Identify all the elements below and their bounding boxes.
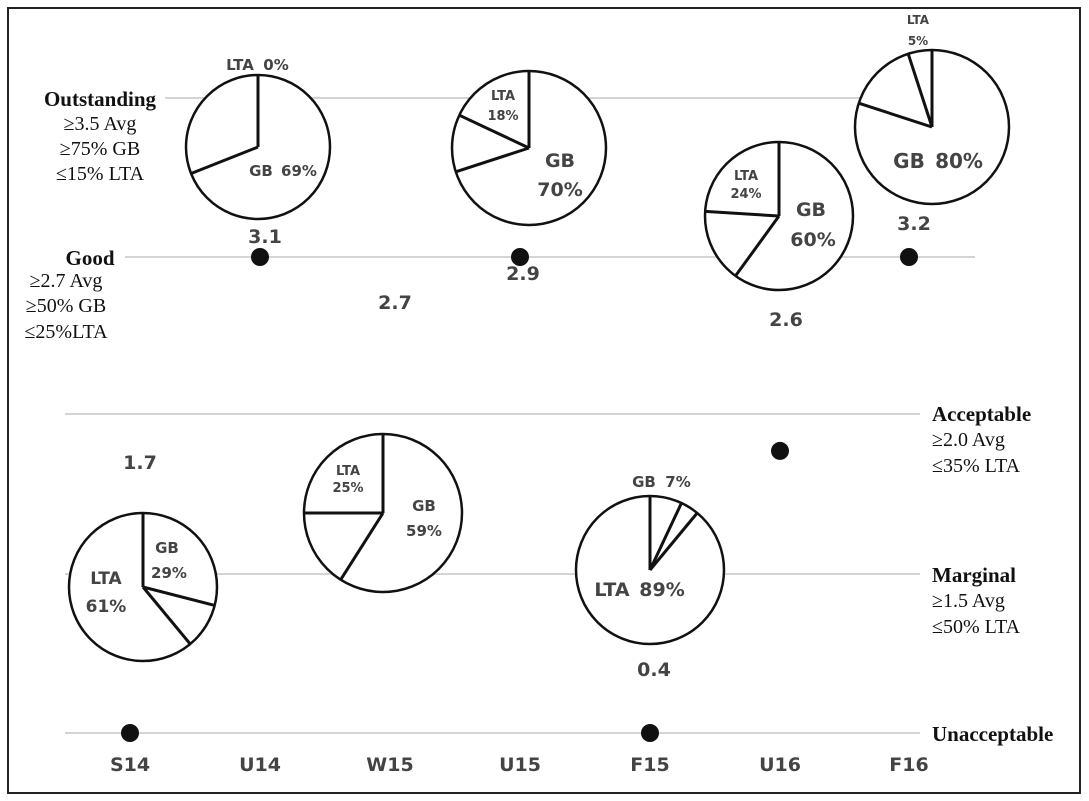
pie-s14: LTA 61% GB 29% bbox=[67, 511, 219, 663]
data-point-s14 bbox=[121, 724, 139, 742]
pie-slice-edge bbox=[458, 113, 530, 150]
pie-slice-edge bbox=[190, 145, 259, 175]
pie-slice-edge bbox=[141, 586, 192, 645]
pie-label-gb-label: GB bbox=[632, 473, 656, 491]
pie-label-lta-value: 18% bbox=[487, 109, 518, 124]
pie-label-lta-label: LTA bbox=[491, 89, 515, 104]
x-axis-ticks: S14 U14 W15 U15 F15 U16 F16 bbox=[110, 754, 929, 776]
pie-label-lta-value: 25% bbox=[332, 481, 363, 496]
pie-label-gb-value: 80% bbox=[935, 149, 983, 173]
level-title-marginal: Marginal bbox=[932, 563, 1016, 587]
level-criterion-outstanding: ≥3.5 Avg bbox=[64, 113, 137, 135]
pie-label-gb-value: 70% bbox=[537, 179, 582, 201]
value-label-f15: 0.4 bbox=[637, 659, 671, 681]
pie-charts: LTA 61% GB 29% LTA 0% GB 69% LTA 25% GB 59% LTA 18% GB… bbox=[67, 13, 1011, 663]
x-tick-f15: F15 bbox=[630, 754, 669, 776]
pie-label-lta-label: LTA bbox=[90, 569, 122, 589]
pie-label-gb-value: 29% bbox=[151, 564, 187, 582]
pie-label-gb-value: 7% bbox=[665, 473, 690, 491]
value-label-u15: 2.9 bbox=[506, 263, 540, 285]
pie-slice-edge bbox=[858, 101, 933, 129]
pie-slice-edge bbox=[648, 502, 683, 571]
pie-label-gb-value: 60% bbox=[790, 229, 835, 251]
value-label-u14: 3.1 bbox=[248, 226, 282, 248]
pie-slice-edge bbox=[455, 146, 530, 174]
level-criterion-marginal: ≥1.5 Avg bbox=[932, 590, 1005, 612]
value-label-f16: 3.2 bbox=[897, 213, 931, 235]
pie-u15: LTA 18% GB 70% bbox=[450, 69, 608, 227]
data-point-f15 bbox=[641, 724, 659, 742]
x-tick-u15: U15 bbox=[499, 754, 541, 776]
pie-label-gb-value: 59% bbox=[406, 522, 442, 540]
performance-levels: Outstanding≥3.5 Avg≥75% GB≤15% LTAGood≥2… bbox=[24, 87, 1053, 746]
level-criterion-acceptable: ≤35% LTA bbox=[932, 455, 1021, 477]
pie-label-lta-value: 24% bbox=[730, 187, 761, 202]
pie-label-gb-label: GB bbox=[412, 497, 436, 515]
level-criterion-outstanding: ≤15% LTA bbox=[56, 163, 145, 185]
pie-u16: LTA 24% GB 60% bbox=[703, 140, 855, 292]
x-tick-u16: U16 bbox=[759, 754, 801, 776]
data-point-u15 bbox=[511, 248, 529, 266]
level-title-unacceptable: Unacceptable bbox=[932, 722, 1053, 746]
pie-label-lta-label: LTA bbox=[907, 13, 930, 27]
level-criterion-outstanding: ≥75% GB bbox=[60, 138, 140, 160]
pie-f15: LTA 89% GB 7% bbox=[574, 473, 726, 646]
data-point-f16 bbox=[900, 248, 918, 266]
pie-label-lta-label: LTA bbox=[734, 169, 758, 184]
pie-u14: LTA 0% GB 69% bbox=[184, 56, 332, 221]
pie-label-lta-label: LTA bbox=[226, 56, 254, 74]
pie-label-lta-label: LTA bbox=[594, 579, 629, 601]
level-title-acceptable: Acceptable bbox=[932, 402, 1031, 426]
pie-w15: LTA 25% GB 59% bbox=[302, 432, 464, 594]
data-point-u16 bbox=[771, 441, 789, 460]
pie-slice-edge bbox=[734, 215, 781, 277]
pie-label-gb-label: GB bbox=[796, 199, 826, 221]
level-title-outstanding: Outstanding bbox=[44, 87, 157, 111]
level-criterion-marginal: ≤50% LTA bbox=[932, 616, 1021, 638]
level-criterion-good: ≥2.7 Avg bbox=[30, 270, 103, 292]
x-tick-u14: U14 bbox=[239, 754, 281, 776]
pie-label-gb-value: 69% bbox=[281, 162, 317, 180]
pie-label-gb-label: GB bbox=[545, 150, 575, 172]
pie-slice-edge bbox=[906, 53, 934, 128]
level-title-good: Good bbox=[65, 246, 114, 270]
level-criterion-good: ≤25%LTA bbox=[24, 321, 108, 343]
level-criterion-acceptable: ≥2.0 Avg bbox=[932, 429, 1005, 451]
pie-f16: LTA 5% GB 80% bbox=[853, 13, 1011, 206]
value-label-s14: 1.7 bbox=[123, 452, 157, 474]
x-tick-f16: F16 bbox=[889, 754, 928, 776]
level-criterion-good: ≥50% GB bbox=[26, 295, 106, 317]
pie-label-gb-label: GB bbox=[155, 539, 179, 557]
x-tick-w15: W15 bbox=[366, 754, 413, 776]
pie-slice-edge bbox=[648, 512, 699, 571]
pie-label-lta-value: 89% bbox=[639, 579, 684, 601]
pie-label-lta-label: LTA bbox=[336, 464, 360, 479]
pie-label-lta-value: 5% bbox=[908, 34, 928, 48]
pie-slice-edge bbox=[142, 585, 216, 607]
pie-slice-edge bbox=[339, 512, 385, 581]
pie-label-lta-value: 0% bbox=[263, 56, 288, 74]
x-tick-s14: S14 bbox=[110, 754, 150, 776]
pie-slice-edge bbox=[705, 209, 780, 218]
data-point-u14 bbox=[251, 248, 269, 266]
value-label-u16: 2.6 bbox=[769, 309, 803, 331]
value-label-w15: 2.7 bbox=[378, 292, 412, 314]
pie-label-gb-label: GB bbox=[893, 149, 925, 173]
pie-label-lta-value: 61% bbox=[86, 597, 127, 617]
value-labels: 1.7 3.1 2.7 2.9 0.4 2.6 3.2 bbox=[123, 213, 931, 681]
pie-label-gb-label: GB bbox=[249, 162, 273, 180]
